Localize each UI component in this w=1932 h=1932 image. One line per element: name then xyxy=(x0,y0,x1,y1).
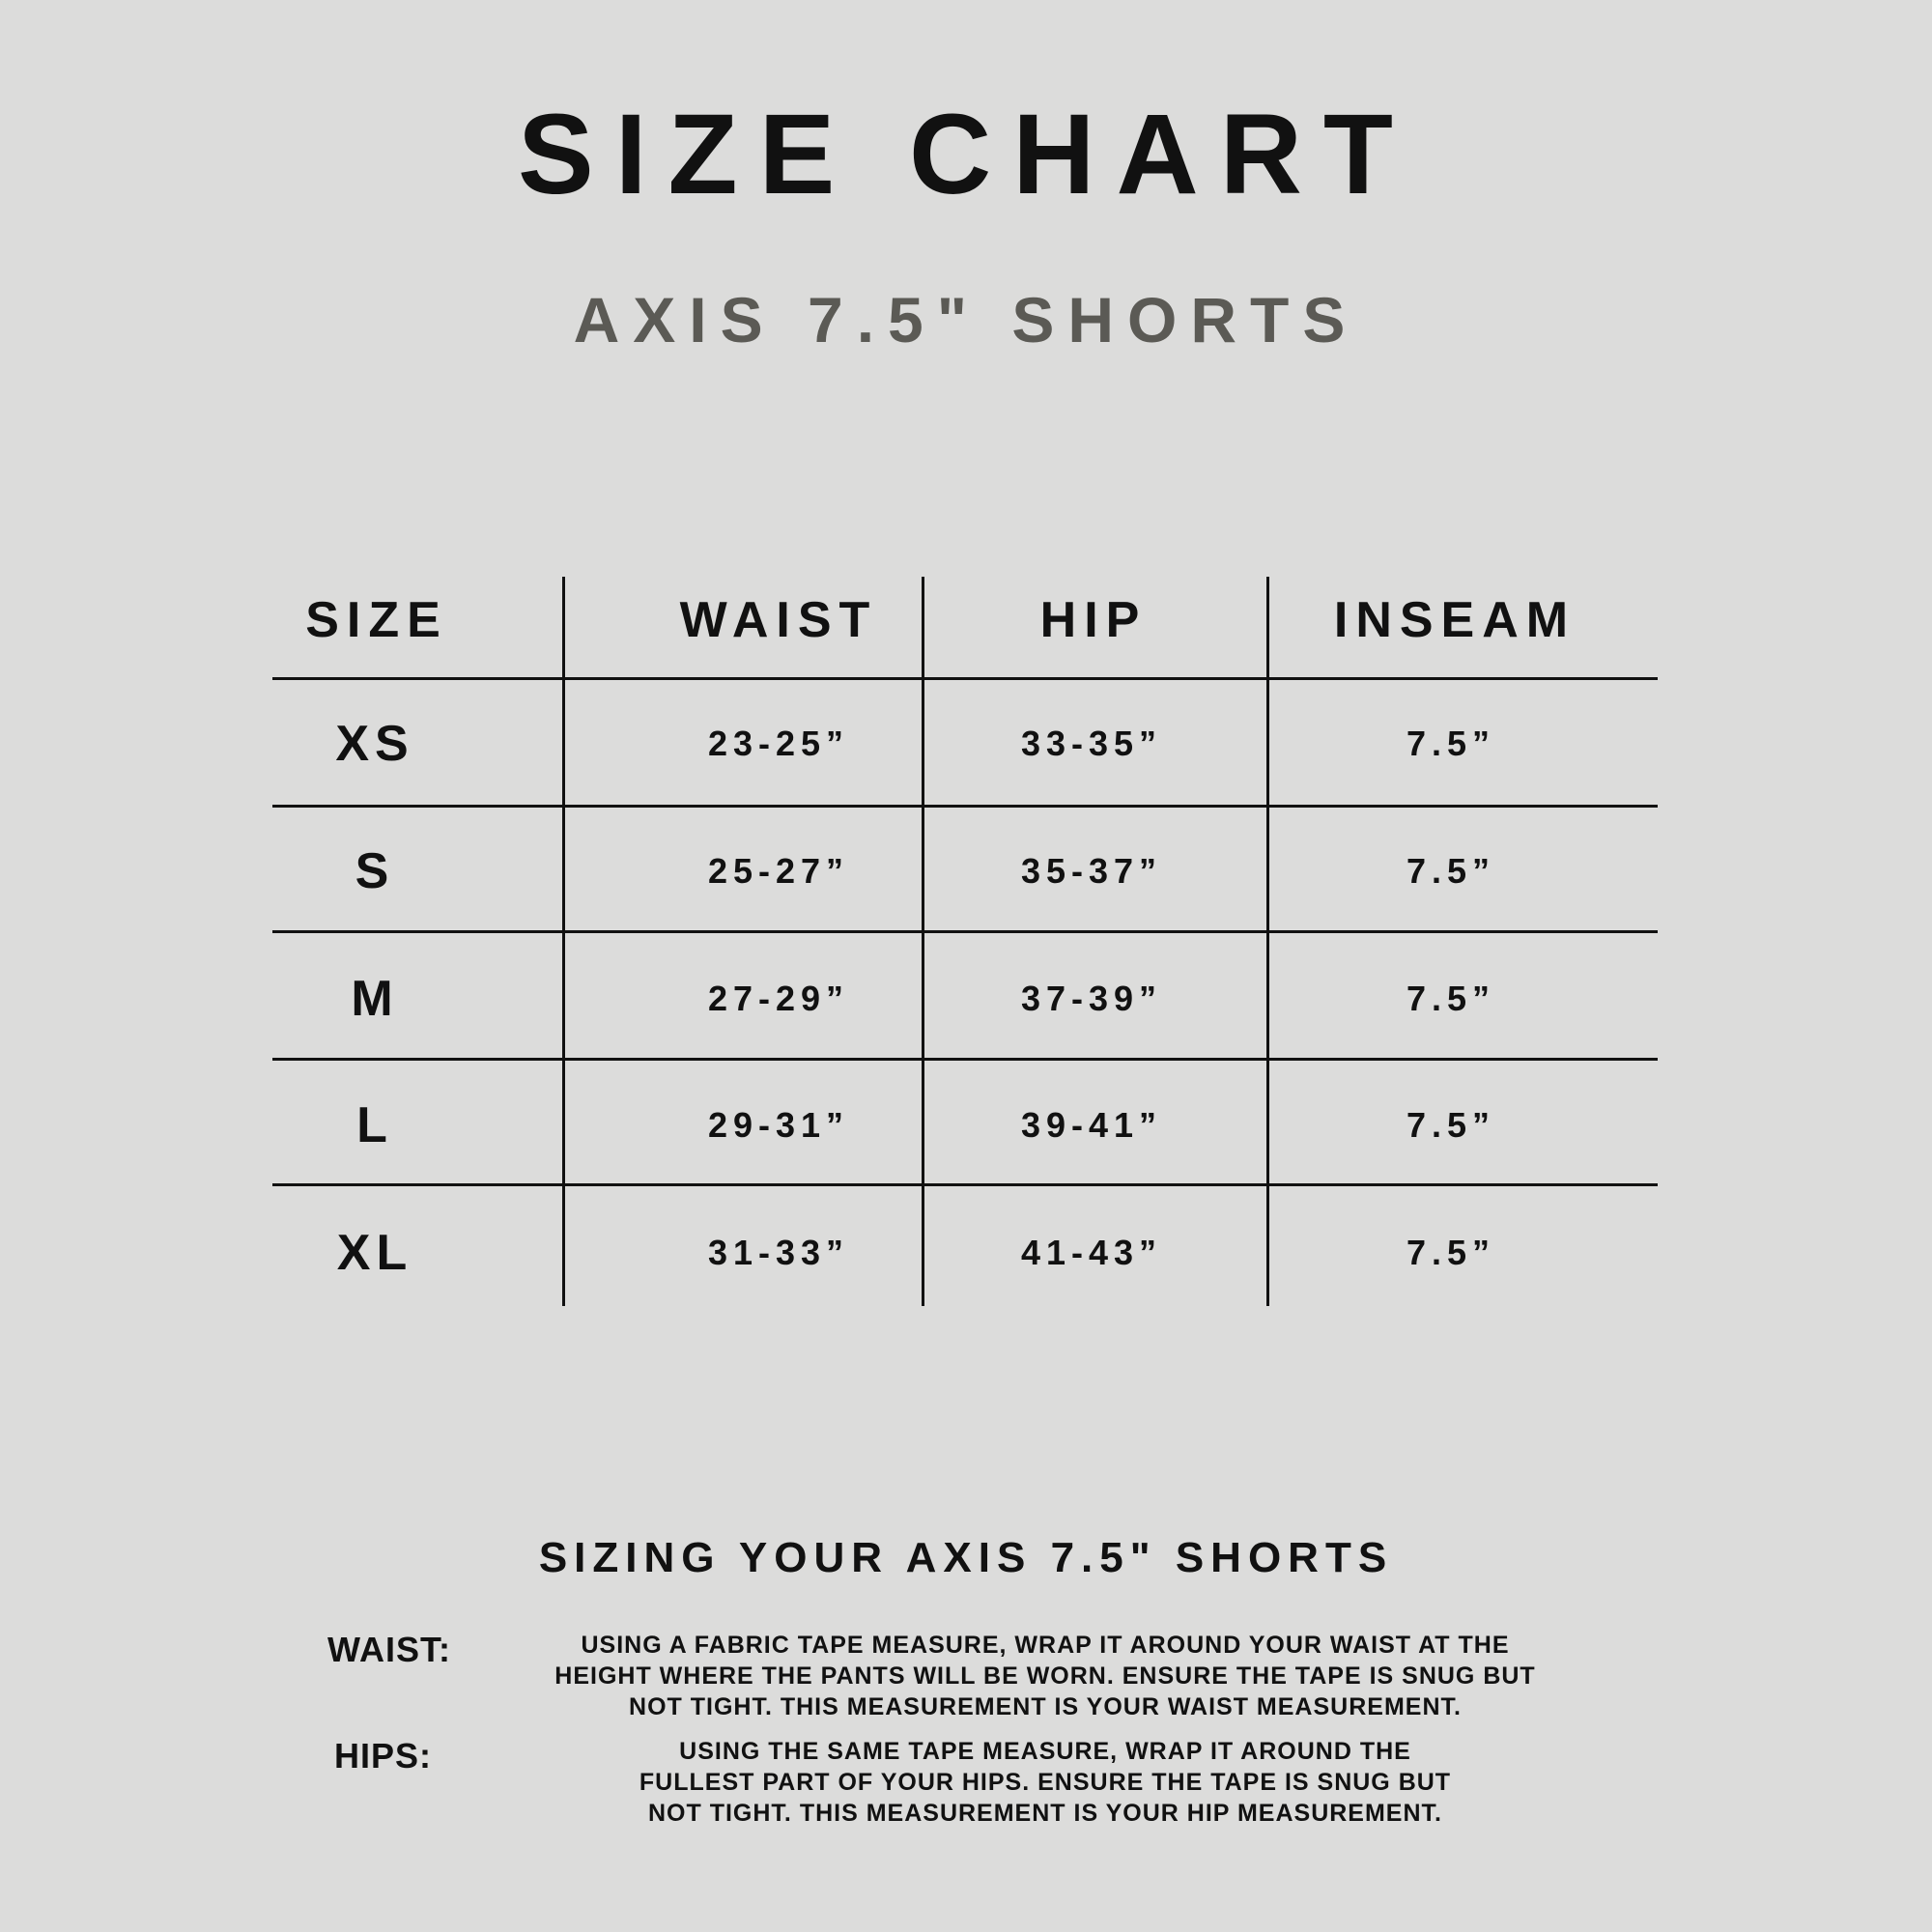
cell-size: L xyxy=(356,1097,393,1153)
waist-line: HEIGHT WHERE THE PANTS WILL BE WORN. ENS… xyxy=(554,1662,1536,1690)
cell-size: M xyxy=(351,971,399,1027)
hips-line: USING THE SAME TAPE MEASURE, WRAP IT ARO… xyxy=(679,1738,1411,1765)
hips-label: HIPS: xyxy=(334,1736,433,1776)
column-divider xyxy=(562,577,565,1306)
column-divider xyxy=(922,577,924,1306)
cell-inseam: 7.5” xyxy=(1406,1233,1496,1272)
cell-size: S xyxy=(355,843,395,899)
header-waist: WAIST xyxy=(679,592,878,648)
cell-waist: 27-29” xyxy=(707,979,850,1018)
row-divider xyxy=(272,805,1658,808)
cell-waist: 25-27” xyxy=(707,851,850,891)
header-inseam: INSEAM xyxy=(1333,592,1577,648)
cell-waist: 29-31” xyxy=(707,1105,850,1145)
cell-hip: 39-41” xyxy=(1020,1105,1163,1145)
cell-inseam: 7.5” xyxy=(1406,1105,1496,1145)
cell-size: XL xyxy=(336,1225,413,1281)
header-hip: HIP xyxy=(1039,592,1148,648)
hips-instructions: USING THE SAME TAPE MEASURE, WRAP IT ARO… xyxy=(512,1736,1578,1829)
cell-size: XS xyxy=(335,716,414,772)
cell-inseam: 7.5” xyxy=(1406,724,1496,763)
cell-hip: 33-35” xyxy=(1020,724,1163,763)
cell-inseam: 7.5” xyxy=(1406,851,1496,891)
page-subtitle: AXIS 7.5" SHORTS xyxy=(573,284,1359,355)
cell-waist: 23-25” xyxy=(707,724,850,763)
cell-hip: 41-43” xyxy=(1020,1233,1163,1272)
row-divider xyxy=(272,1058,1658,1061)
cell-waist: 31-33” xyxy=(707,1233,850,1272)
row-divider xyxy=(272,1183,1658,1186)
waist-line: NOT TIGHT. THIS MEASUREMENT IS YOUR WAIS… xyxy=(629,1693,1462,1720)
waist-line: USING A FABRIC TAPE MEASURE, WRAP IT ARO… xyxy=(581,1632,1510,1659)
page-title: SIZE CHART xyxy=(518,91,1414,218)
waist-instructions: USING A FABRIC TAPE MEASURE, WRAP IT ARO… xyxy=(512,1630,1578,1722)
hips-line: FULLEST PART OF YOUR HIPS. ENSURE THE TA… xyxy=(639,1769,1452,1796)
row-divider xyxy=(272,677,1658,680)
waist-label: WAIST: xyxy=(327,1630,451,1669)
row-divider xyxy=(272,930,1658,933)
cell-hip: 35-37” xyxy=(1020,851,1163,891)
header-size: SIZE xyxy=(305,592,448,648)
cell-hip: 37-39” xyxy=(1020,979,1163,1018)
sizing-heading: SIZING YOUR AXIS 7.5" SHORTS xyxy=(538,1534,1394,1581)
hips-line: NOT TIGHT. THIS MEASUREMENT IS YOUR HIP … xyxy=(648,1800,1442,1827)
cell-inseam: 7.5” xyxy=(1406,979,1496,1018)
column-divider xyxy=(1266,577,1269,1306)
